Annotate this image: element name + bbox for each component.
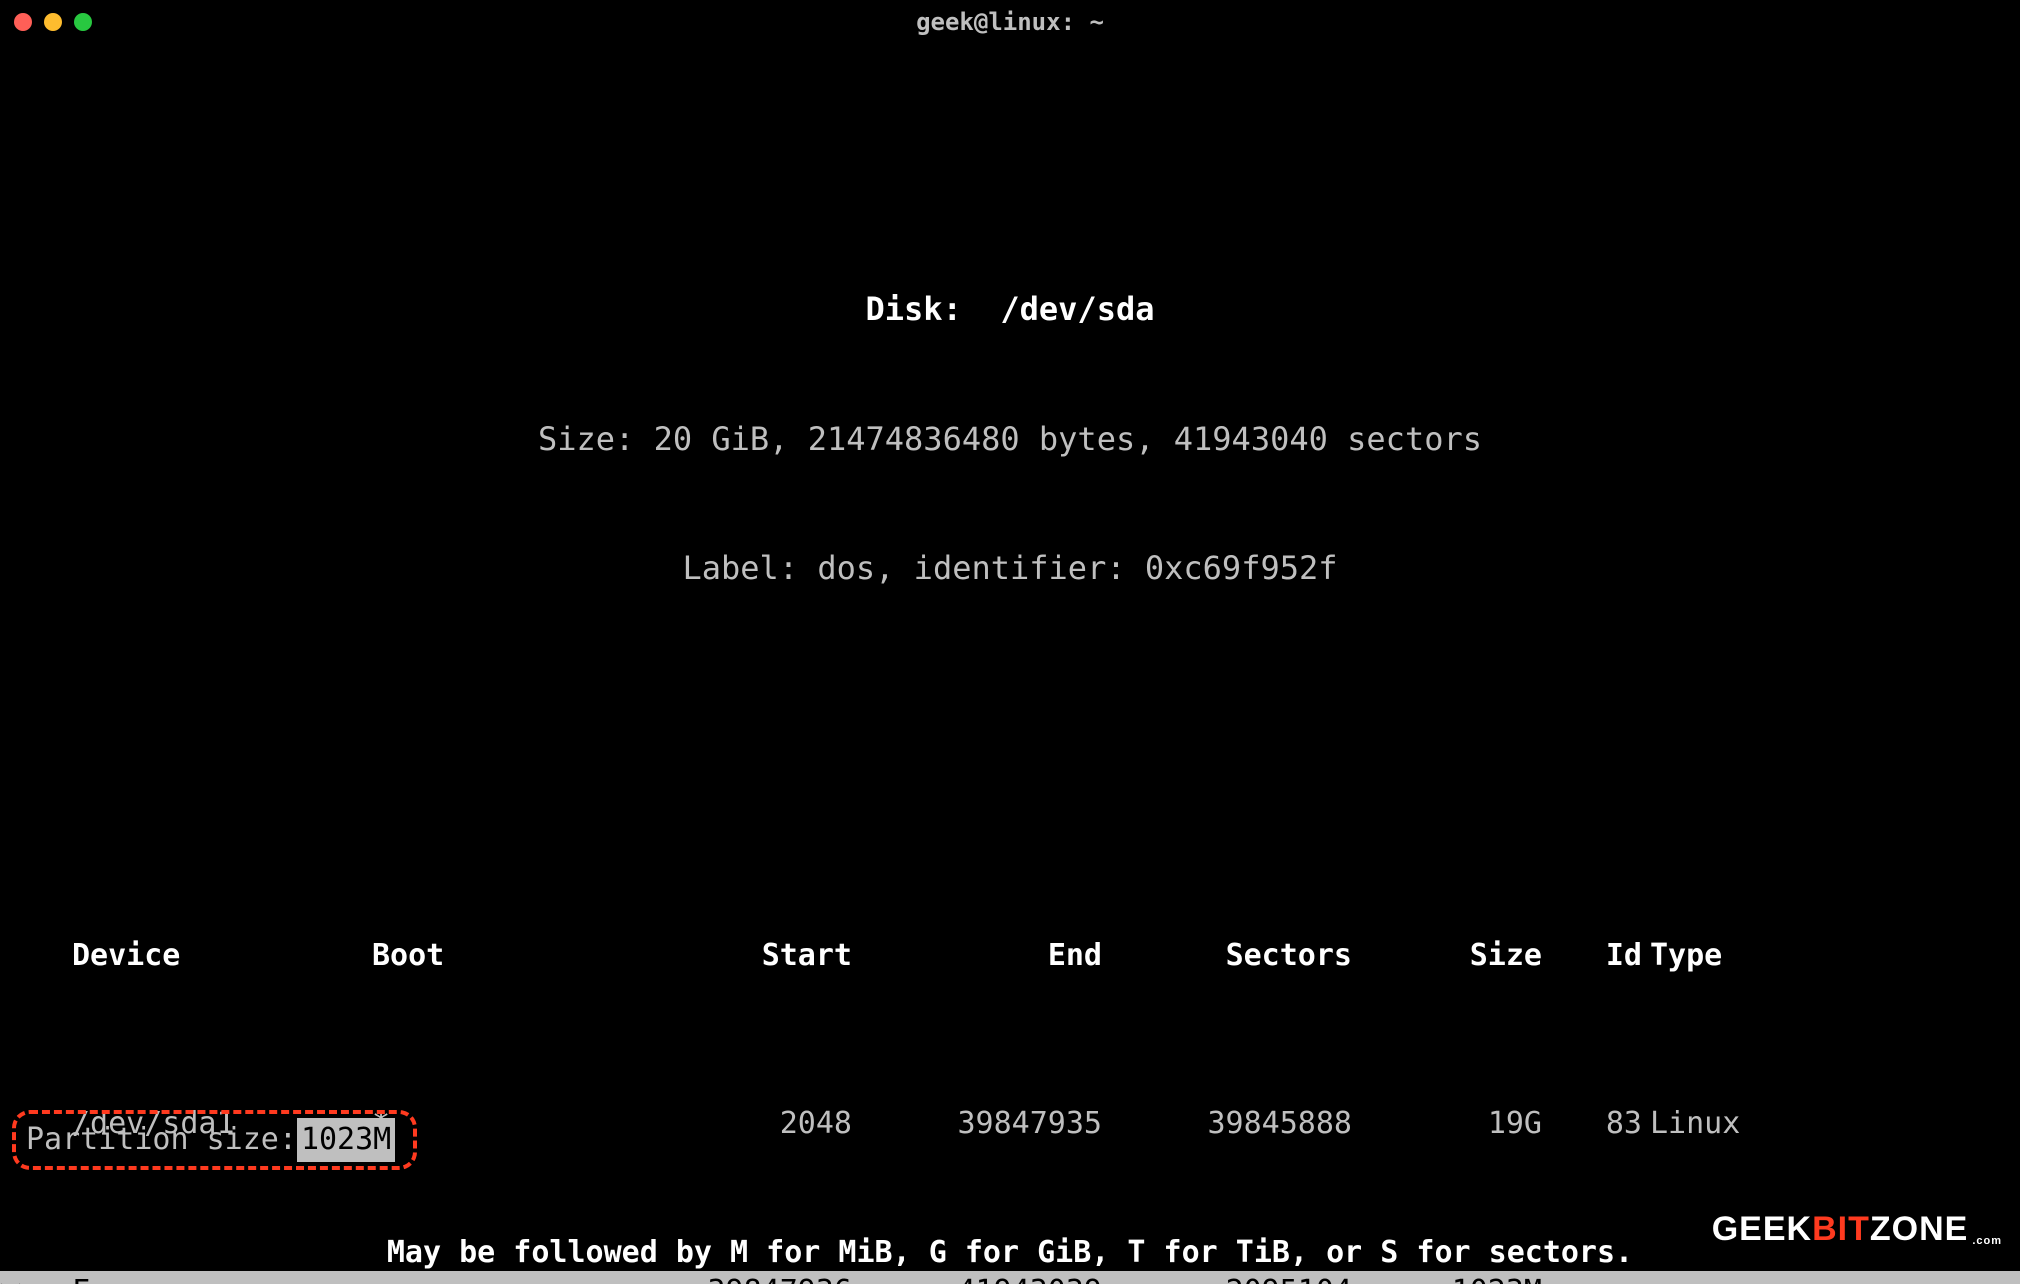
cell-end: 39847935 (852, 1103, 1102, 1145)
cell-start: 2048 (562, 1103, 852, 1145)
col-type: Type (1642, 935, 2010, 977)
watermark: GEEKBITZONE.com (1712, 1205, 2002, 1254)
col-end: End (852, 935, 1102, 977)
col-boot: Boot (372, 935, 562, 977)
terminal-content: Disk: /dev/sda Size: 20 GiB, 21474836480… (0, 44, 2020, 1284)
watermark-part3: ZONE (1870, 1205, 1968, 1254)
partition-size-input[interactable]: 1023M (297, 1118, 395, 1162)
watermark-suffix: .com (1972, 1234, 2002, 1250)
disk-label: Disk: (866, 290, 962, 328)
disk-line: Disk: /dev/sda (0, 288, 2020, 331)
disk-path: /dev/sda (1000, 290, 1154, 328)
col-sectors: Sectors (1102, 935, 1352, 977)
cell-size: 19G (1352, 1103, 1542, 1145)
table-header-row: Device Boot Start End Sectors Size Id Ty… (0, 935, 2020, 977)
partition-size-label: Partition size: (26, 1118, 297, 1162)
cell-type: Linux (1642, 1103, 2010, 1145)
col-start: Start (562, 935, 852, 977)
cell-id: 83 (1542, 1103, 1642, 1145)
terminal-window: geek@linux: ~ Disk: /dev/sda Size: 20 Gi… (0, 0, 2020, 1284)
partition-size-callout: Partition size: 1023M (12, 1110, 417, 1170)
watermark-part1: GEEK (1712, 1205, 1812, 1254)
disk-size-line: Size: 20 GiB, 21474836480 bytes, 4194304… (0, 418, 2020, 461)
partition-size-prompt: Partition size: 1023M (12, 1110, 417, 1170)
window-title: geek@linux: ~ (0, 5, 2020, 40)
col-size: Size (1352, 935, 1542, 977)
titlebar: geek@linux: ~ (0, 0, 2020, 44)
disk-header: Disk: /dev/sda Size: 20 GiB, 21474836480… (0, 202, 2020, 677)
cell-sectors: 39845888 (1102, 1103, 1352, 1145)
col-id: Id (1542, 935, 1642, 977)
disk-label-line: Label: dos, identifier: 0xc69f952f (0, 547, 2020, 590)
watermark-part2: BIT (1812, 1205, 1870, 1254)
col-device: Device (72, 935, 372, 977)
